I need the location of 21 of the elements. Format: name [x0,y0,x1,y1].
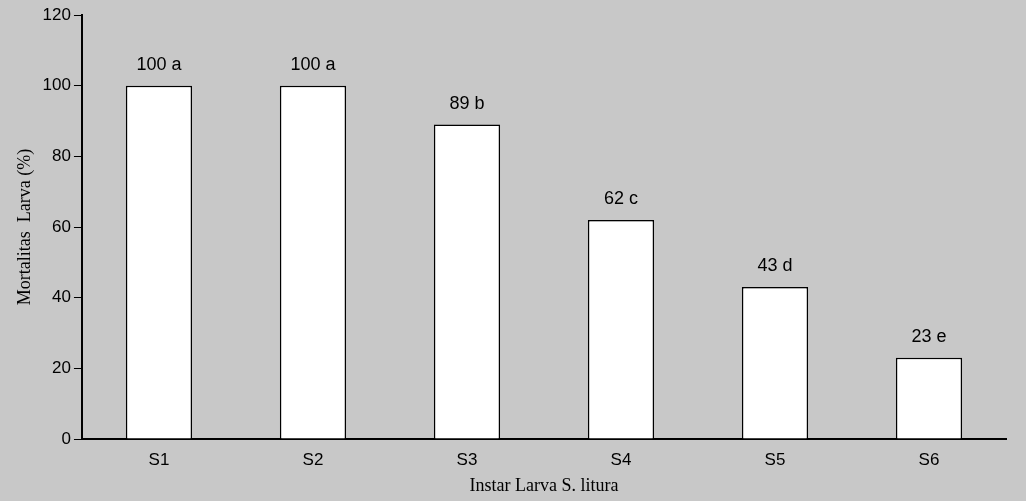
y-tick-label: 20 [52,358,71,378]
data-label: 100 a [136,53,183,74]
x-tick-label: S5 [764,449,786,469]
x-tick-label: S2 [302,449,324,469]
data-label: 89 b [449,92,485,113]
y-axis-title: Mortalitas Larva (%) [13,148,35,306]
y-tick-label: 60 [52,216,71,236]
y-tick-label: 80 [52,146,71,166]
y-tick-label: 0 [61,428,71,448]
x-tick-label: S3 [456,449,478,469]
x-tick-label: S6 [918,449,940,469]
y-tick-label: 40 [52,287,71,307]
data-label: 23 e [911,325,947,346]
x-tick-label: S4 [610,449,632,469]
data-label: 43 d [757,255,793,276]
y-tick-label: 100 [42,75,71,95]
y-tick-label: 120 [42,4,71,24]
data-label: 62 c [603,187,638,208]
x-axis-title: Instar Larva S. litura [469,474,619,495]
data-label: 100 a [290,53,337,74]
x-tick-label: S1 [148,449,170,469]
